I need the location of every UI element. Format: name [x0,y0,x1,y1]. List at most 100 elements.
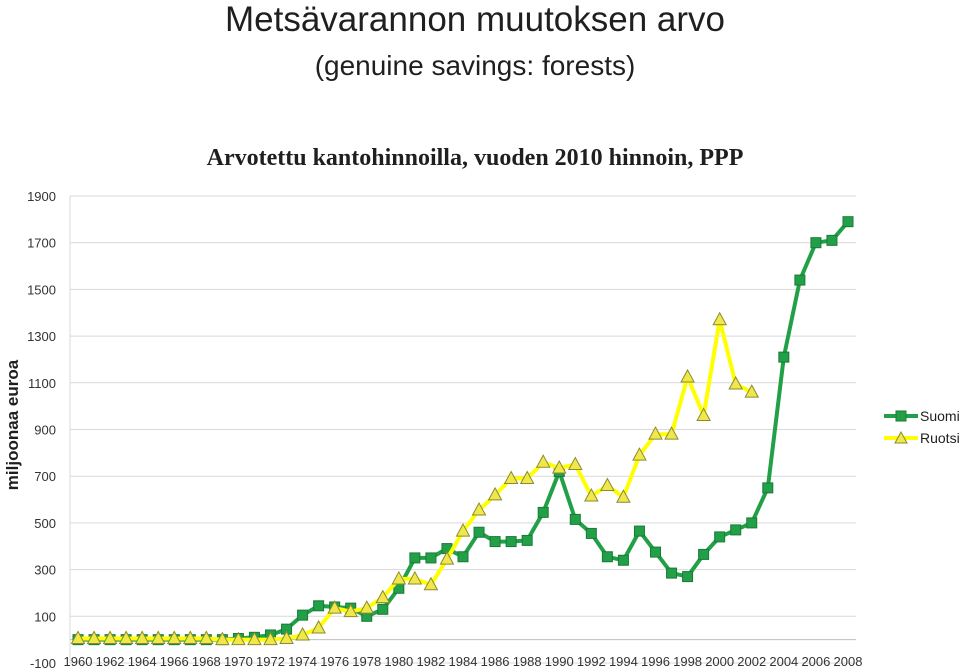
data-point-suomi [762,482,774,494]
data-point-ruotsi [215,631,230,646]
data-point-ruotsi [102,630,118,644]
data-point-ruotsi [182,630,198,644]
legend: Suomi Ruotsi [884,405,960,449]
x-tick-label: 1998 [673,654,702,669]
data-point-suomi [601,551,613,563]
y-tick-label: 1900 [27,189,56,204]
x-tick-label: 1966 [160,654,189,669]
series-ruotsi [70,311,760,646]
page-title: Metsävarannon muutoksen arvo [225,0,725,39]
data-point-suomi [730,524,742,536]
data-point-ruotsi [375,589,391,604]
data-point-ruotsi [648,426,663,440]
data-point-ruotsi [632,447,647,461]
y-tick-label: 1500 [27,282,56,297]
data-point-suomi [537,506,549,518]
data-point-suomi [682,571,694,583]
data-point-suomi [569,513,581,525]
data-point-ruotsi [600,477,615,492]
data-point-ruotsi [391,570,407,585]
data-point-ruotsi [198,630,214,644]
x-tick-label: 1984 [449,654,478,669]
x-tick-label: 1996 [641,654,670,669]
x-tick-label: 2006 [801,654,830,669]
data-point-ruotsi [503,470,519,485]
data-point-ruotsi [551,459,567,474]
x-tick-label: 1982 [416,654,445,669]
page-subtitle: (genuine savings: forests) [314,50,636,81]
data-point-ruotsi [247,631,262,646]
x-tick-label: 1990 [545,654,574,669]
data-point-ruotsi [696,407,711,421]
y-tick-label: 500 [34,516,56,531]
data-point-ruotsi [295,626,310,641]
data-point-suomi [617,554,629,566]
data-point-ruotsi [70,630,86,644]
grid-lines [69,195,856,664]
x-tick-label: 1960 [64,654,93,669]
series-line-ruotsi [78,317,753,642]
data-point-ruotsi [455,523,471,537]
data-point-suomi [650,546,661,558]
y-tick-label: 700 [34,469,56,484]
data-point-suomi [521,534,533,546]
data-point-ruotsi [471,502,487,516]
data-point-ruotsi [231,631,246,646]
x-tick-label: 2002 [737,654,766,669]
legend-swatch-suomi [884,410,918,422]
x-tick-label: 1976 [320,654,349,669]
data-point-ruotsi [263,631,278,646]
data-point-suomi [826,234,838,246]
data-point-ruotsi [712,311,728,326]
y-tick-label: -100 [30,656,56,670]
x-tick-label: 1988 [513,654,542,669]
data-point-ruotsi [487,486,503,501]
data-point-ruotsi [664,426,679,440]
x-tick-label: 1964 [128,654,157,669]
legend-swatch-ruotsi [884,431,918,444]
x-tick-label: 1978 [352,654,381,669]
data-point-suomi [313,600,325,612]
data-point-ruotsi [680,368,695,383]
data-point-suomi [489,536,501,548]
series-line-suomi [78,220,850,642]
data-point-suomi [457,551,469,563]
data-point-suomi [505,536,517,548]
data-point-ruotsi [279,630,294,644]
data-point-suomi [842,216,854,228]
data-point-ruotsi [343,603,359,618]
x-tick-label: 1980 [384,654,413,669]
y-tick-label: 900 [34,423,56,438]
x-tick-label: 1970 [224,654,253,669]
data-point-suomi [714,531,726,543]
x-tick-label: 1986 [481,654,510,669]
data-point-suomi [297,609,309,621]
legend-label-ruotsi: Ruotsi [920,430,960,446]
y-tick-label: 1700 [27,236,56,251]
x-tick-label: 2000 [705,654,734,669]
data-point-suomi [633,525,645,537]
data-point-ruotsi [744,384,760,398]
y-tick-labels: -100 100 300 500 700 900 1100 1300 1500 1700 1900 [27,189,56,670]
data-point-ruotsi [407,570,423,585]
data-point-ruotsi [439,551,455,565]
x-tick-label: 1974 [288,654,317,669]
data-point-suomi [666,567,678,579]
data-point-ruotsi [118,630,134,644]
x-tick-label: 1992 [577,654,606,669]
data-point-ruotsi [616,489,631,503]
data-point-ruotsi [166,630,182,644]
legend-item-suomi: Suomi [884,405,960,427]
data-point-ruotsi [359,600,375,614]
data-point-suomi [409,552,421,564]
data-point-ruotsi [728,375,744,390]
y-tick-label: 1100 [28,376,56,391]
data-point-ruotsi [519,470,535,485]
series-suomi [72,216,854,646]
data-point-ruotsi [423,576,439,591]
y-tick-label: 300 [34,563,56,578]
data-point-ruotsi [567,456,583,471]
data-point-ruotsi [535,454,551,468]
data-point-suomi [746,517,758,529]
